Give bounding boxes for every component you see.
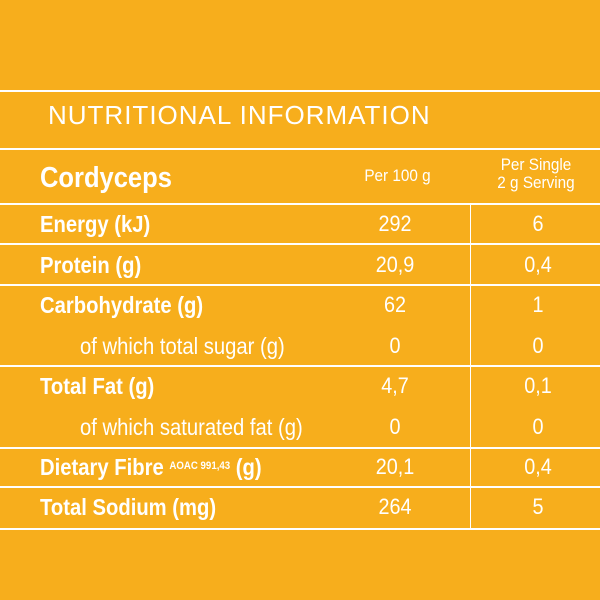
table-row-total-fat: Total Fat (g) 4,7 0,1	[0, 366, 600, 406]
value-per-serving: 0	[532, 414, 544, 439]
value-per-100g: 20,1	[375, 454, 415, 479]
table-row-carbohydrate: Carbohydrate (g) 62 1	[0, 285, 600, 325]
row-label: Protein (g)	[40, 252, 142, 278]
table-row-total-sodium: Total Sodium (mg) 264 5	[0, 487, 600, 527]
table-row-dietary-fibre: Dietary Fibre AOAC 991,43 (g) 20,1 0,4	[0, 447, 600, 487]
value-per-100g: 0	[389, 414, 401, 439]
product-name: Cordyceps	[40, 162, 172, 194]
method-superscript: AOAC 991,43	[169, 460, 231, 472]
column-header-per-serving-line1: Per Single	[500, 155, 572, 174]
row-rule	[0, 243, 600, 245]
title-rule	[0, 148, 600, 150]
value-per-serving: 0,1	[524, 373, 552, 398]
value-per-serving: 5	[532, 494, 544, 519]
row-label: Dietary Fibre AOAC 991,43 (g)	[40, 447, 262, 487]
table-row-energy: Energy (kJ) 292 6	[0, 204, 600, 244]
row-label: of which saturated fat (g)	[80, 414, 303, 440]
row-label: Energy (kJ)	[40, 211, 151, 237]
value-per-serving: 6	[532, 211, 544, 236]
top-rule	[0, 90, 600, 92]
row-rule	[0, 447, 600, 449]
value-per-serving: 0,4	[524, 454, 552, 479]
header-rule	[0, 203, 600, 205]
value-per-serving: 0	[532, 333, 544, 358]
value-per-100g: 4,7	[381, 373, 409, 398]
row-label-main: Dietary Fibre	[40, 454, 170, 480]
value-per-100g: 0	[389, 333, 401, 358]
column-header-per-serving-line2: 2 g Serving	[497, 173, 575, 192]
row-rule	[0, 486, 600, 488]
value-per-100g: 264	[378, 494, 412, 519]
table-row-saturated-fat: of which saturated fat (g) 0 0	[0, 407, 600, 447]
row-label-unit: (g)	[230, 454, 262, 480]
value-per-serving: 0,4	[524, 252, 552, 277]
row-rule	[0, 365, 600, 367]
value-per-100g: 292	[378, 211, 412, 236]
row-label: of which total sugar (g)	[80, 333, 285, 359]
bottom-rule	[0, 528, 600, 530]
row-rule	[0, 284, 600, 286]
table-row-total-sugar: of which total sugar (g) 0 0	[0, 326, 600, 366]
table-row-protein: Protein (g) 20,9 0,4	[0, 245, 600, 285]
panel-title: NUTRITIONAL INFORMATION	[48, 100, 431, 130]
value-per-100g: 62	[383, 292, 407, 317]
row-label: Total Fat (g)	[40, 373, 155, 399]
row-label: Carbohydrate (g)	[40, 292, 204, 318]
value-per-100g: 20,9	[375, 252, 415, 277]
column-header-per-100g: Per 100 g	[364, 166, 431, 185]
row-label: Total Sodium (mg)	[40, 494, 217, 520]
value-per-serving: 1	[532, 292, 544, 317]
column-header-per-serving: Per Single 2 g Serving	[482, 156, 590, 192]
